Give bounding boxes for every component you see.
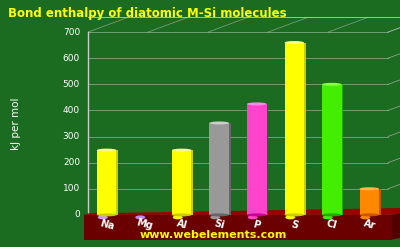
Ellipse shape	[210, 215, 220, 219]
Ellipse shape	[247, 103, 266, 105]
Polygon shape	[284, 42, 304, 215]
Text: 700: 700	[63, 28, 80, 37]
Text: 200: 200	[63, 158, 80, 167]
Ellipse shape	[210, 213, 229, 216]
Ellipse shape	[360, 213, 379, 216]
Polygon shape	[304, 42, 306, 215]
Text: Al: Al	[175, 219, 188, 231]
Text: Ar: Ar	[362, 218, 376, 231]
Text: Na: Na	[98, 218, 115, 231]
Text: 300: 300	[63, 132, 80, 141]
Ellipse shape	[284, 41, 304, 44]
Polygon shape	[210, 123, 229, 215]
Ellipse shape	[360, 187, 379, 190]
Text: 400: 400	[63, 106, 80, 115]
Polygon shape	[84, 215, 392, 240]
Ellipse shape	[360, 215, 370, 219]
Ellipse shape	[248, 215, 258, 219]
Polygon shape	[97, 150, 116, 215]
Text: Cl: Cl	[325, 219, 338, 231]
Polygon shape	[172, 150, 192, 215]
Ellipse shape	[285, 215, 295, 219]
Polygon shape	[379, 189, 381, 215]
Polygon shape	[360, 189, 379, 215]
Ellipse shape	[323, 215, 333, 219]
Ellipse shape	[173, 215, 183, 219]
Text: 600: 600	[63, 54, 80, 63]
Text: S: S	[290, 219, 299, 230]
Text: Mg: Mg	[135, 218, 154, 232]
Ellipse shape	[210, 122, 229, 124]
Ellipse shape	[322, 213, 342, 216]
Polygon shape	[229, 123, 231, 215]
Text: Si: Si	[213, 219, 226, 231]
Ellipse shape	[172, 213, 192, 216]
Polygon shape	[342, 84, 343, 215]
Text: Bond enthalpy of diatomic M-Si molecules: Bond enthalpy of diatomic M-Si molecules	[8, 7, 287, 21]
Polygon shape	[266, 104, 268, 215]
Polygon shape	[322, 84, 342, 215]
Ellipse shape	[135, 215, 145, 219]
Ellipse shape	[247, 213, 266, 216]
Text: P: P	[252, 219, 262, 230]
Polygon shape	[392, 207, 400, 240]
Polygon shape	[192, 150, 193, 215]
Ellipse shape	[97, 213, 116, 216]
Ellipse shape	[98, 215, 108, 219]
Text: www.webelements.com: www.webelements.com	[140, 230, 287, 240]
Ellipse shape	[322, 83, 342, 86]
Ellipse shape	[284, 213, 304, 216]
Text: 100: 100	[63, 184, 80, 193]
Ellipse shape	[97, 149, 116, 152]
Polygon shape	[247, 104, 266, 215]
Text: 0: 0	[74, 210, 80, 219]
Text: kJ per mol: kJ per mol	[11, 97, 21, 150]
Text: 500: 500	[63, 80, 80, 89]
Polygon shape	[84, 207, 400, 215]
Ellipse shape	[172, 149, 192, 152]
Polygon shape	[116, 150, 118, 215]
